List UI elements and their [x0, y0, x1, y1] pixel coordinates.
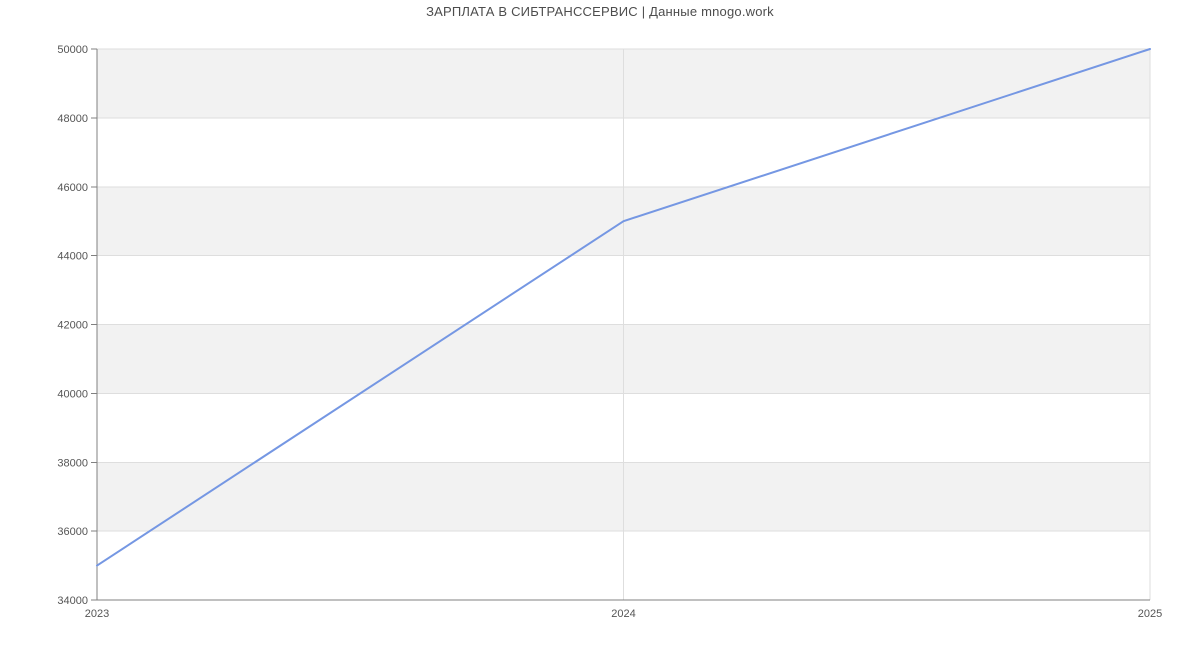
- y-tick-label: 34000: [57, 595, 88, 607]
- y-tick-label: 46000: [57, 182, 88, 194]
- x-tick-label: 2023: [85, 608, 109, 620]
- x-tick-label: 2024: [611, 608, 635, 620]
- y-tick-label: 40000: [57, 388, 88, 400]
- y-tick-label: 42000: [57, 320, 88, 332]
- y-tick-label: 36000: [57, 526, 88, 538]
- y-tick-label: 48000: [57, 113, 88, 125]
- y-tick-label: 50000: [57, 44, 88, 56]
- y-tick-label: 44000: [57, 251, 88, 263]
- chart-title: ЗАРПЛАТА В СИБТРАНССЕРВИС | Данные mnogo…: [426, 4, 774, 19]
- y-tick-label: 38000: [57, 457, 88, 469]
- salary-series-line: [96, 48, 1151, 567]
- x-tick-label: 2025: [1138, 608, 1162, 620]
